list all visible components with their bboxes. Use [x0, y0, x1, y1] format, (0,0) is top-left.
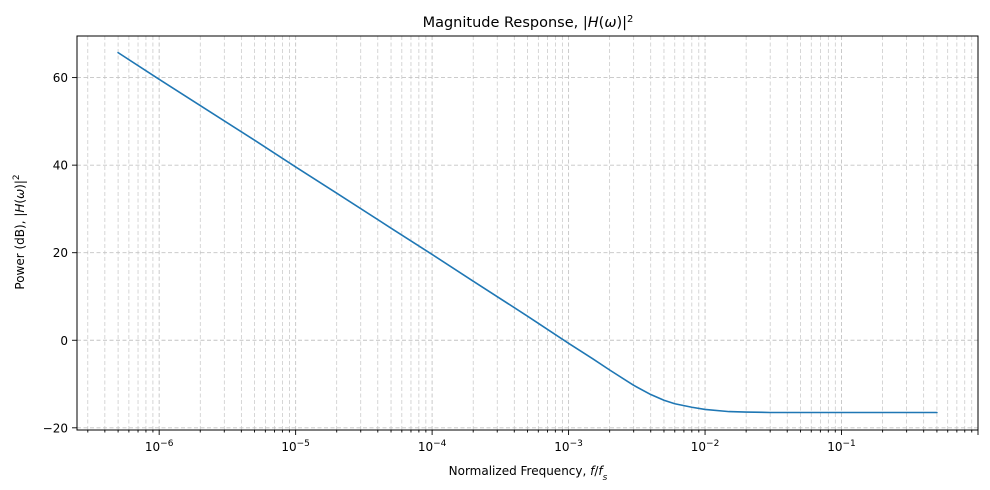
y-tick-label: −20	[43, 421, 68, 435]
x-tick-label-exponent: −1	[843, 439, 856, 449]
x-tick-label: 10−5	[281, 439, 310, 454]
y-axis-label-H: H	[13, 204, 27, 213]
x-axis-label-slash: /	[594, 464, 599, 478]
y-axis-label-close: )|	[13, 180, 27, 189]
x-tick-label: 10−2	[691, 439, 720, 454]
chart-title-omega: ω	[604, 15, 616, 31]
chart-title-H: H	[588, 15, 599, 31]
x-axis-label-text: Normalized Frequency,	[449, 464, 591, 478]
y-axis-label-exp: 2	[12, 174, 22, 180]
y-tick-label: 0	[60, 334, 68, 348]
x-tick-label-base: 10	[691, 440, 706, 454]
data-layer	[117, 51, 938, 414]
x-tick-label-exponent: −4	[433, 439, 447, 449]
x-tick-label-exponent: −2	[706, 439, 719, 449]
x-tick-label-base: 10	[281, 440, 296, 454]
chart-title-close: )|	[616, 15, 627, 31]
x-tick-label-exponent: −6	[160, 439, 174, 449]
series-line	[117, 51, 938, 414]
grid	[77, 36, 979, 430]
x-tick-label-base: 10	[145, 440, 160, 454]
x-axis-label-fs: f	[598, 464, 604, 478]
x-tick-label-base: 10	[827, 440, 842, 454]
x-axis-label-sub: s	[603, 473, 608, 483]
x-axis-label-f: f	[590, 464, 596, 478]
x-tick-label-exponent: −5	[297, 439, 310, 449]
y-axis-label-omega: ω	[13, 189, 27, 199]
y-tick-label: 20	[53, 246, 68, 260]
chart-title: Magnitude Response, |H(ω)|2	[423, 14, 634, 32]
y-axis-label: Power (dB), |H(ω)|2	[12, 174, 27, 289]
x-tick-label: 10−4	[418, 439, 447, 454]
x-axis-label: Normalized Frequency, f/fs	[449, 464, 608, 483]
y-tick-label: 60	[53, 71, 68, 85]
y-axis-label-text: Power (dB), |	[13, 213, 27, 290]
x-tick-label-base: 10	[554, 440, 569, 454]
y-tick-label: 40	[53, 159, 68, 173]
chart-title-text: Magnitude Response, |	[423, 15, 588, 31]
x-tick-label-exponent: −3	[570, 439, 583, 449]
chart-title-exp: 2	[627, 14, 633, 25]
x-tick-label-base: 10	[418, 440, 433, 454]
x-tick-label: 10−6	[145, 439, 174, 454]
y-axis-label-paren: (	[13, 199, 27, 204]
chart-title-paren: (	[599, 15, 605, 31]
x-tick-label: 10−3	[554, 439, 583, 454]
x-tick-label: 10−1	[827, 439, 856, 454]
